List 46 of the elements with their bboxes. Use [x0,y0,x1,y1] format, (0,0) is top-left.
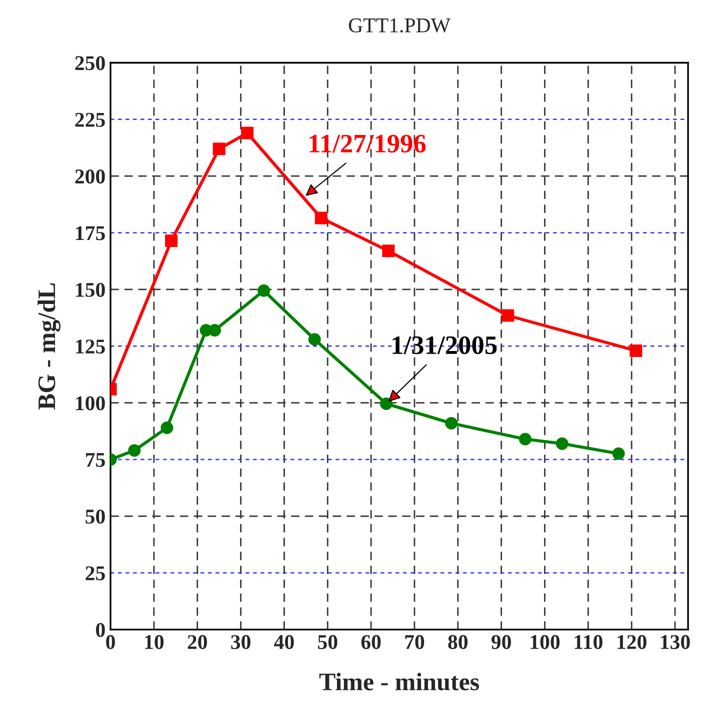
point [518,432,532,446]
chart-title: GTT1.PDW [348,18,450,33]
x-tick-label: 70 [405,635,424,650]
x-tick-label: 90 [491,635,511,650]
x-tick-label: 60 [361,635,381,650]
point [380,398,393,410]
point [445,417,458,430]
x-tick-label: 20 [188,635,207,650]
y-tick-label: 0 [96,622,105,638]
point [212,142,226,156]
x-tick-label: 0 [106,635,115,650]
annotation: 11/27/1996 [310,134,426,153]
x-tick-label: 130 [661,635,690,650]
x-axis-title: Time - minutes [319,672,479,690]
y-axis-title: BG - mg/dL [38,283,61,410]
annotation: 1/31/2005 [392,336,497,354]
x-tick-label: 10 [145,635,164,650]
y-tick-label: 200 [75,169,105,184]
point [630,344,642,357]
y-tick-label: 225 [75,112,105,127]
y-tick-label: 150 [76,282,105,297]
y-tick-label: 25 [86,566,105,580]
point [382,244,395,258]
y-tick-label: 125 [76,340,105,354]
point [241,126,254,140]
x-tick-label: 50 [318,635,338,650]
x-tick-label: 110 [574,635,602,650]
point [160,422,174,434]
x-tick-label: 120 [618,635,646,650]
y-tick-label: 75 [86,453,105,467]
x-tick-label: 30 [231,635,250,650]
point [612,447,625,460]
point [308,333,321,346]
x-tick-label: 80 [448,635,468,650]
x-tick-label: 100 [530,635,560,650]
point [502,309,514,322]
y-tick-label: 175 [76,226,105,240]
point [314,212,328,224]
y-tick-label: 250 [75,56,105,70]
x-tick-label: 40 [274,635,294,650]
point [165,234,178,247]
y-tick-label: 50 [86,510,105,524]
y-tick-label: 100 [76,396,105,410]
point [556,437,568,450]
point [258,284,270,297]
point [128,444,141,457]
